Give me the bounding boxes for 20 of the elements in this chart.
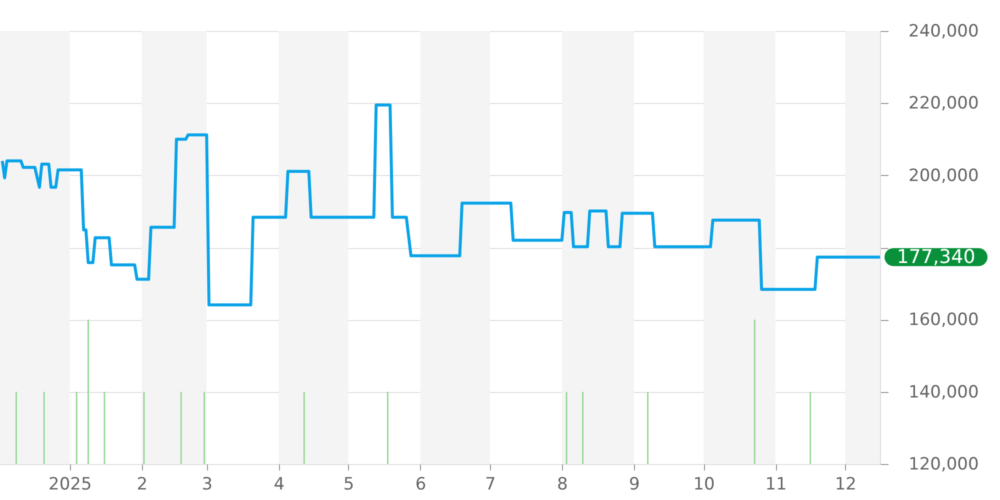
y-tick-label: 200,000 <box>908 166 979 186</box>
x-tick-label: 12 <box>834 474 856 494</box>
x-tick-label: 9 <box>628 474 640 494</box>
annotation: 177,340 <box>896 246 976 268</box>
y-tick-label: 120,000 <box>908 454 979 474</box>
line-series <box>0 103 880 306</box>
y-tick-label: 160,000 <box>908 310 979 330</box>
x-tick-label: 8 <box>556 474 568 494</box>
x-tick-label: 3 <box>202 474 213 494</box>
y-tick-label: 240,000 <box>908 22 979 42</box>
x-tick-label: 10 <box>693 474 715 494</box>
y-tick-label: 220,000 <box>908 94 979 114</box>
x-tick-label: 11 <box>765 474 787 494</box>
x-tick-label: 6 <box>415 474 426 494</box>
x-tick-label: 7 <box>485 474 496 494</box>
y-tick-label: 140,000 <box>908 382 979 402</box>
x-tick-label: 5 <box>343 474 354 494</box>
x-tick-label: 2 <box>136 474 148 494</box>
x-tick-label: 4 <box>274 474 285 494</box>
x-tick-label: 2025 <box>48 474 92 494</box>
